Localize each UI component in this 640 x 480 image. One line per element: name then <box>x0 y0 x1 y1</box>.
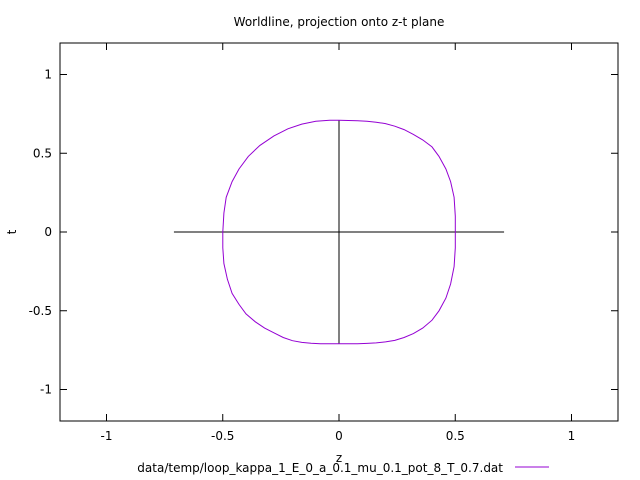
legend-entry-label: data/temp/loop_kappa_1_E_0_a_0.1_mu_0.1_… <box>137 461 503 475</box>
x-tick-label: 1 <box>568 429 576 443</box>
x-tick-label: 0 <box>335 429 343 443</box>
chart-title: Worldline, projection onto z-t plane <box>234 15 445 29</box>
x-tick-label: -1 <box>101 429 113 443</box>
legend: data/temp/loop_kappa_1_E_0_a_0.1_mu_0.1_… <box>137 461 549 475</box>
x-tick-label: -0.5 <box>211 429 234 443</box>
y-tick-label: -1 <box>40 383 52 397</box>
worldline-series-0 <box>222 119 456 345</box>
plot-area: -1 -0.5 0 0.5 1 -1 -0.5 0 0.5 1 <box>29 42 619 443</box>
y-tick-label: -0.5 <box>29 304 52 318</box>
y-tick-label: 0.5 <box>33 146 52 160</box>
x-tick-label: 0.5 <box>446 429 465 443</box>
y-axis-label: t <box>5 229 19 234</box>
x-axis-label: z <box>336 451 342 465</box>
y-tick-label: 0 <box>44 225 52 239</box>
y-tick-label: 1 <box>44 68 52 82</box>
